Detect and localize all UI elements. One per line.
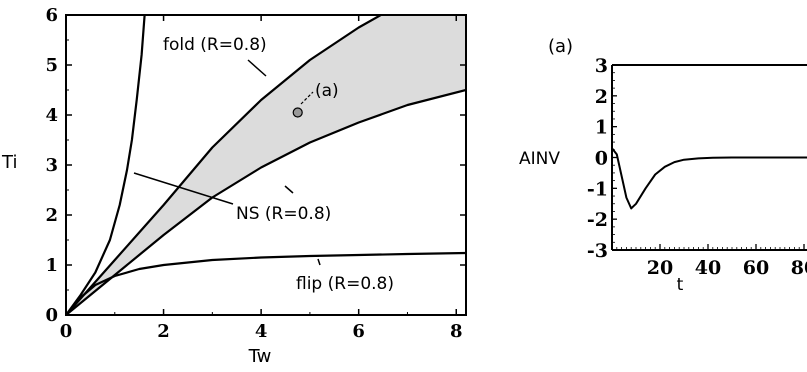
- y-tick-label: 1: [595, 117, 608, 139]
- y-tick-label: -3: [587, 240, 608, 262]
- fold-curve-label: fold (R=0.8): [163, 35, 267, 55]
- y-tick-label: -1: [587, 178, 608, 200]
- ns-curve-label: NS (R=0.8): [236, 204, 331, 224]
- steep-curve: [66, 15, 146, 315]
- tick-group: 3 2 1 0 -1 -2 -3 20 40 60 80: [587, 55, 807, 279]
- flip-label-pointer: [317, 258, 321, 266]
- x-axis-label: Tw: [248, 346, 272, 367]
- bifurcation-chart: 0 2 4 6 8 0 1 2 3 4 5 6 Tw Ti fold (R=0.8) NS (R=0.…: [1, 5, 467, 367]
- ainv-curve: [611, 147, 807, 210]
- x-tick-label: 6: [352, 321, 365, 342]
- y-tick-label: 5: [45, 55, 58, 76]
- x-tick-label: 40: [695, 257, 721, 279]
- point-a-marker: [292, 107, 303, 118]
- y-tick-label: 3: [45, 155, 58, 176]
- y-tick-label: 0: [45, 305, 58, 326]
- y-tick-label: -2: [587, 209, 608, 231]
- y-tick-label: 4: [45, 105, 58, 126]
- x-tick-label: 80: [791, 257, 807, 279]
- flip-curve-label: flip (R=0.8): [296, 274, 394, 294]
- x-tick-label: 8: [450, 321, 463, 342]
- x-tick-label: 60: [743, 257, 769, 279]
- x-tick-label: 4: [255, 321, 268, 342]
- point-a-label: (a): [315, 81, 339, 101]
- x-tick-label: 2: [157, 321, 170, 342]
- y-tick-label: 3: [595, 55, 608, 77]
- flip-curve: [66, 251, 466, 315]
- y-tick-label: 1: [45, 255, 58, 276]
- point-a-pointer: [300, 91, 314, 105]
- y-tick-label: 2: [45, 205, 58, 226]
- stable-region-fill: [66, 15, 466, 315]
- time-series-chart: (a) 3 2 1 0 -1 -2 -3 20 40 60 80 AINV t: [519, 36, 807, 295]
- series-group: [611, 147, 807, 210]
- x-tick-label: 0: [60, 321, 73, 342]
- tick-group: 0 2 4 6 8 0 1 2 3 4 5 6: [45, 5, 466, 342]
- chart-title: (a): [548, 36, 573, 57]
- y-tick-label: 6: [45, 5, 58, 26]
- x-axis-label: t: [677, 275, 684, 295]
- y-tick-label: 2: [595, 86, 608, 108]
- fold-curve: [66, 15, 384, 315]
- y-tick-label: 0: [595, 148, 608, 170]
- ns-label-pointer: [284, 185, 294, 194]
- x-tick-label: 20: [647, 257, 673, 279]
- y-axis-label: AINV: [519, 149, 560, 169]
- ns-label-pointer-secondary: [133, 172, 234, 205]
- fold-label-pointer: [247, 59, 267, 77]
- point-group: [292, 107, 303, 118]
- y-axis-label: Ti: [1, 152, 17, 173]
